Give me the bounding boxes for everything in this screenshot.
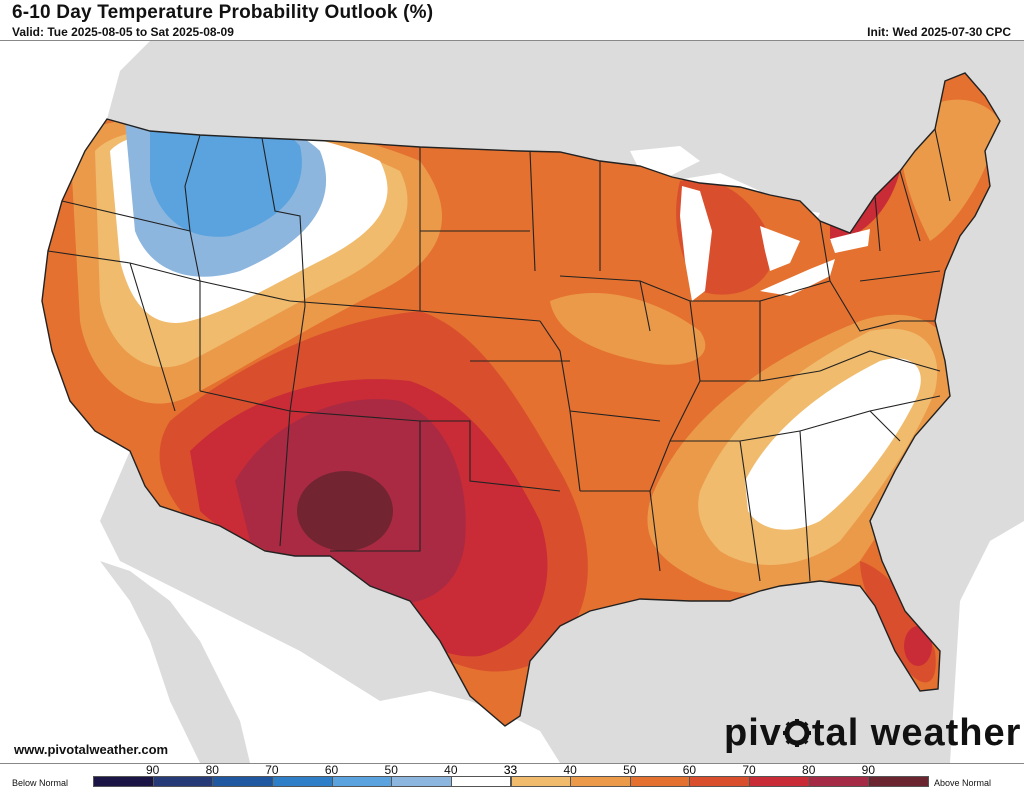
legend-color-box	[212, 776, 273, 787]
legend-color-box	[271, 776, 333, 787]
lake-michigan	[680, 186, 712, 301]
legend-color-box	[808, 776, 870, 787]
lake-huron	[760, 226, 800, 271]
valid-period: Valid: Tue 2025-08-05 to Sat 2025-08-09	[12, 25, 234, 39]
legend-above-normal: Above Normal	[934, 778, 992, 788]
brand-text-left: piv	[724, 712, 782, 754]
outlook-map-svg	[0, 41, 1024, 763]
legend-tick-label: 70	[265, 763, 279, 777]
legend-color-box	[331, 776, 393, 787]
shade-below-50	[150, 110, 302, 237]
legend-color-box	[689, 776, 751, 787]
legend-tick-label: 33	[503, 763, 518, 777]
shade-near-normal-southeast	[745, 358, 921, 530]
state-borders	[41, 72, 1001, 727]
probability-legend: Below Normal Above Normal	[0, 762, 1024, 791]
legend-tick-label: 50	[384, 763, 398, 777]
lake-erie	[760, 259, 835, 296]
legend-tick-label: 50	[623, 763, 637, 777]
map-title: 6-10 Day Temperature Probability Outlook…	[12, 2, 434, 23]
legend-color-box	[93, 776, 154, 787]
legend-tick-label: 90	[145, 763, 160, 777]
init-time: Init: Wed 2025-07-30 CPC	[867, 25, 1011, 39]
legend-tick-label: 90	[861, 763, 876, 777]
legend-tick-label: 40	[563, 763, 577, 777]
legend-tick-label: 80	[802, 763, 816, 777]
legend-tick-label: 60	[682, 763, 697, 777]
legend-color-box	[570, 776, 631, 787]
legend-below-normal: Below Normal	[12, 778, 69, 788]
legend-tick-label: 80	[205, 763, 219, 777]
brand-text-right: tal weather	[811, 712, 1022, 754]
shade-above-70-florida	[904, 626, 932, 666]
shade-above-40-midwest	[550, 292, 706, 365]
legend-color-box	[629, 776, 691, 787]
legend-tick-label: 40	[444, 763, 458, 777]
gear-icon	[782, 715, 812, 747]
legend-color-box	[152, 776, 214, 787]
legend-color-box	[450, 776, 512, 787]
legend-color-box	[868, 776, 929, 787]
lake-ontario	[830, 229, 870, 253]
shade-above-90-southwest	[297, 471, 393, 551]
legend-tick-label: 60	[324, 763, 339, 777]
site-url: www.pivotalweather.com	[14, 742, 169, 757]
legend-tick-label: 70	[742, 763, 756, 777]
legend-color-box	[510, 776, 572, 787]
legend-color-box	[391, 776, 452, 787]
outlook-map	[0, 40, 1024, 764]
brand-logo: piv tal weather	[724, 712, 1021, 755]
legend-color-box	[749, 776, 810, 787]
baja-california	[100, 561, 250, 763]
legend-tick-label: 33	[503, 763, 518, 777]
